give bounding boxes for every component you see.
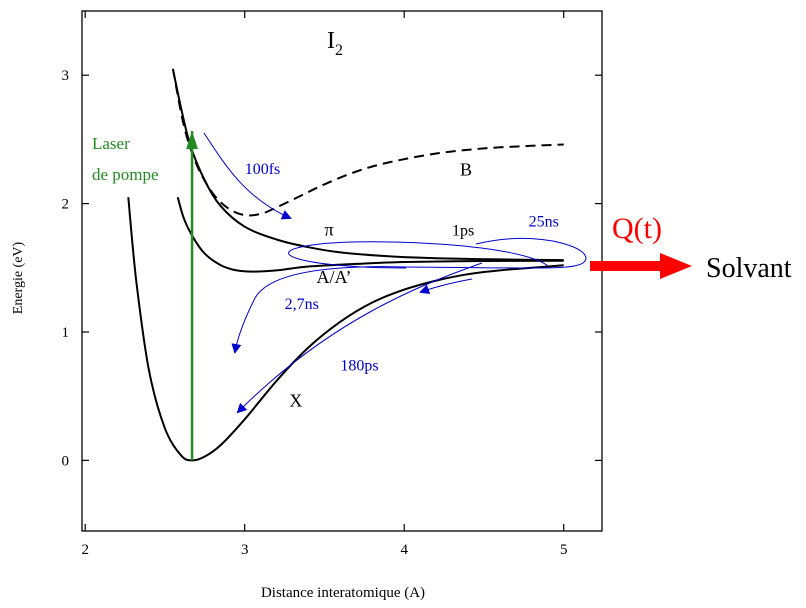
y-tick-label: 1 xyxy=(62,325,70,341)
curve-labels: X A/A’ π B xyxy=(289,159,472,410)
arrow-25ns xyxy=(231,237,587,354)
annotation-100fs: 100fs xyxy=(245,161,281,178)
y-tick-label: 3 xyxy=(62,68,70,84)
curve-label: π xyxy=(324,220,333,240)
arrow-1ps xyxy=(288,241,549,269)
pump-label-line1: Laser xyxy=(92,134,130,153)
chart-title: I2 xyxy=(327,28,343,59)
title-main: I xyxy=(327,28,335,54)
curve-label: X xyxy=(289,390,302,410)
x-tick-label: 2 xyxy=(81,542,89,558)
curve-x xyxy=(127,197,564,462)
curve-label: B xyxy=(460,159,472,179)
y-tick-label: 0 xyxy=(62,453,70,469)
annotation-25ns: 25ns xyxy=(529,214,559,231)
curve-pi xyxy=(171,68,564,262)
x-ticks: 2 3 4 5 xyxy=(81,11,567,558)
y-tick-label: 2 xyxy=(62,197,70,213)
x-tick-label: 4 xyxy=(400,542,408,558)
pump-arrow-group: Laser de pompe xyxy=(92,131,199,461)
title-subscript: 2 xyxy=(335,42,343,59)
curve-label: A/A’ xyxy=(316,267,351,287)
annotation-1ps: 1ps xyxy=(452,223,474,240)
curve-aa xyxy=(176,196,564,273)
curves xyxy=(127,68,564,462)
annotation-27ns: 2,7ns xyxy=(285,296,319,313)
annotation-180ps: 180ps xyxy=(340,358,378,375)
y-ticks: 0 1 2 3 xyxy=(62,68,602,469)
pump-label-line2: de pompe xyxy=(92,165,159,184)
curve-b xyxy=(171,68,564,217)
annotations: 100fs 1ps 25ns 2,7ns 180ps xyxy=(245,161,559,374)
arrow-100fs xyxy=(203,132,292,220)
heat-arrow xyxy=(590,253,692,279)
x-tick-label: 3 xyxy=(241,542,249,558)
x-tick-label: 5 xyxy=(560,542,568,558)
y-axis-label: Energie (eV) xyxy=(11,241,26,314)
arrow-180ps xyxy=(236,262,483,414)
heat-label: Q(t) xyxy=(612,212,662,245)
x-axis-label: Distance interatomique (A) xyxy=(261,585,425,601)
arrow-relax-short xyxy=(419,278,473,295)
solvent-label: Solvant xyxy=(706,253,792,284)
